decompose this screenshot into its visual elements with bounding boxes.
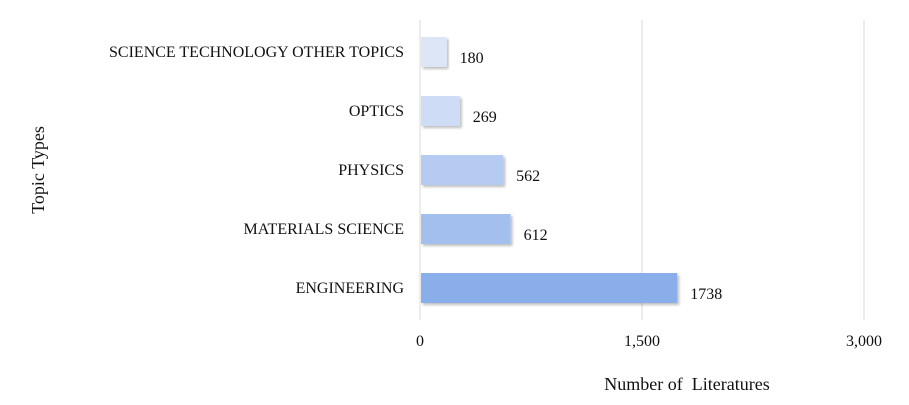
labels: 0 1,500 3,000 SCIENCE TECHNOLOGY OTHER TOPI…: [109, 44, 882, 350]
data-label: 1738: [690, 286, 722, 303]
y-axis-title: Topic Types: [28, 126, 48, 214]
x-tick-label: 0: [416, 333, 424, 350]
bar: [421, 155, 504, 185]
bar: [421, 273, 678, 303]
category-label: ENGINEERING: [296, 280, 405, 297]
x-tick-label: 3,000: [846, 333, 882, 350]
category-label: OPTICS: [349, 103, 404, 120]
data-label: 612: [524, 227, 548, 244]
gridlines: [419, 20, 865, 320]
category-label: SCIENCE TECHNOLOGY OTHER TOPICS: [109, 44, 404, 61]
bar: [421, 37, 447, 67]
x-tick-label: 1,500: [624, 333, 660, 350]
bar: [421, 214, 511, 244]
data-label: 269: [473, 109, 497, 126]
bars: [421, 37, 678, 303]
x-axis-title: Number of Literatures: [604, 374, 769, 394]
bar: [421, 96, 460, 126]
data-label: 562: [516, 168, 540, 185]
data-label: 180: [460, 50, 484, 67]
category-label: PHYSICS: [338, 162, 404, 179]
category-label: MATERIALS SCIENCE: [244, 221, 404, 238]
